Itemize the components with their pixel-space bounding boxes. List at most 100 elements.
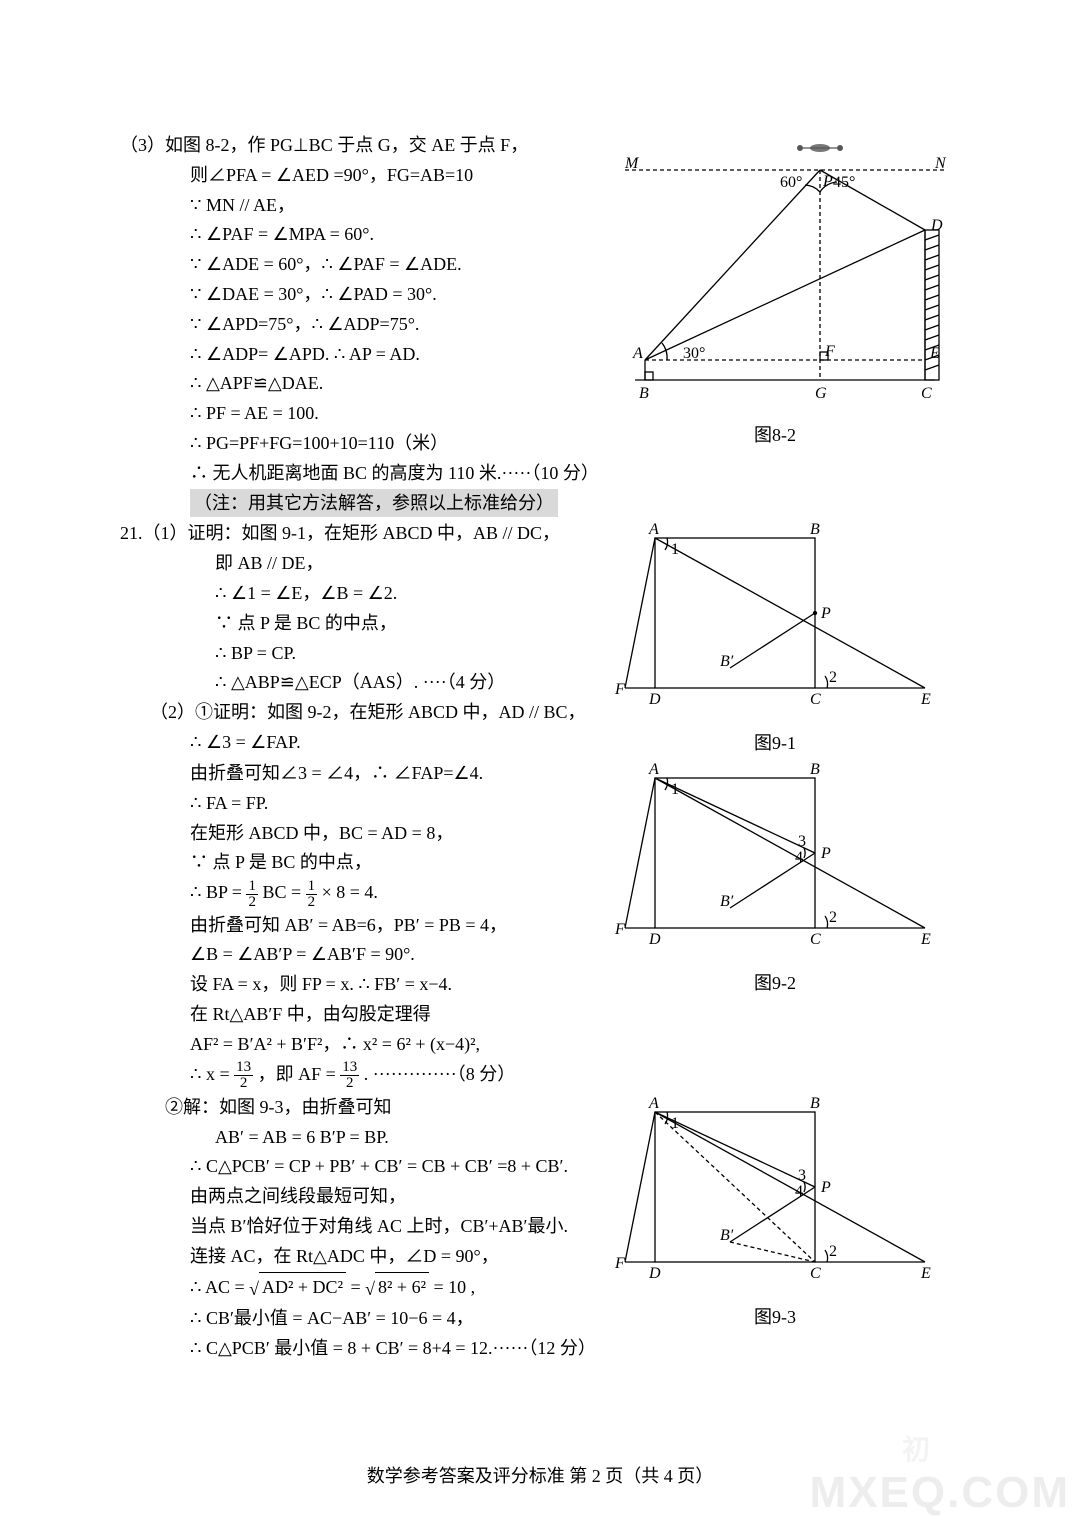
l: ∴ 无人机距离地面 BC 的高度为 110 米.·····（10 分） bbox=[120, 459, 590, 488]
fig-9-3: A B P F B′ D C E 1 3 4 2 bbox=[590, 1092, 960, 1332]
svg-text:1: 1 bbox=[671, 541, 679, 558]
l: ∵ ∠APD=75°，∴ ∠ADP=75°. bbox=[120, 310, 590, 339]
svg-text:2: 2 bbox=[829, 909, 837, 926]
l: ∵ 点 P 是 BC 的中点， bbox=[120, 609, 590, 638]
q21-1-row: 21.（1）证明：如图 9-1，在矩形 ABCD 中，AB // DC， 即 A… bbox=[120, 518, 960, 758]
svg-text:E: E bbox=[920, 931, 931, 948]
q21-2-text: 由折叠可知∠3 = ∠4，∴ ∠FAP=∠4. ∴ FA = FP. 在矩形 A… bbox=[120, 758, 590, 1092]
l: 由折叠可知 AB′ = AB=6，PB′ = PB = 4， bbox=[120, 911, 590, 940]
l: ∴ C△PCB′ 最小值 = 8 + CB′ = 8+4 = 12.······… bbox=[120, 1334, 590, 1363]
svg-text:C: C bbox=[921, 385, 932, 402]
svg-text:C: C bbox=[810, 691, 821, 708]
svg-text:D: D bbox=[648, 931, 661, 948]
svg-text:P: P bbox=[820, 845, 831, 862]
svg-text:2: 2 bbox=[829, 1243, 837, 1260]
labels: M N P 60° 45° D A 30° F E B G C bbox=[624, 155, 947, 402]
fig-8-2: M N P 60° 45° D A 30° F E B G C bbox=[590, 130, 960, 450]
svg-text:B′: B′ bbox=[720, 1227, 734, 1244]
drone-icon bbox=[797, 144, 843, 152]
svg-text:1: 1 bbox=[671, 1115, 679, 1132]
svg-text:C: C bbox=[810, 931, 821, 948]
q20-text: （3）如图 8-2，作 PG⊥BC 于点 G，交 AE 于点 F， 则∠PFA … bbox=[120, 130, 590, 518]
l: ∴ ∠PAF = ∠MPA = 60°. bbox=[120, 220, 590, 249]
label: 图9-2 bbox=[605, 969, 945, 998]
l: 当点 B′恰好位于对角线 AC 上时，CB′+AB′最小. bbox=[120, 1212, 590, 1241]
svg-text:D: D bbox=[648, 1265, 661, 1282]
l: ∴ BP = CP. bbox=[120, 639, 590, 668]
svg-text:3: 3 bbox=[798, 1167, 806, 1184]
q21-3-text: ②解：如图 9-3，由折叠可知 AB′ = AB = 6 B′P = BP. ∴… bbox=[120, 1092, 590, 1364]
svg-text:60°: 60° bbox=[780, 174, 802, 191]
l: ∴ ∠1 = ∠E，∠B = ∠2. bbox=[120, 579, 590, 608]
l: ∴ FA = FP. bbox=[120, 789, 590, 818]
l: ∴ BP = 12 BC = 12 × 8 = 4. bbox=[120, 878, 590, 909]
q21-3-row: ②解：如图 9-3，由折叠可知 AB′ = AB = 6 B′P = BP. ∴… bbox=[120, 1092, 960, 1364]
content: （3）如图 8-2，作 PG⊥BC 于点 G，交 AE 于点 F， 则∠PFA … bbox=[120, 130, 960, 1364]
h: （2）①证明：如图 9-2，在矩形 ABCD 中，AD // BC， bbox=[120, 698, 590, 727]
svg-text:E: E bbox=[920, 1265, 931, 1282]
svg-text:2: 2 bbox=[829, 669, 837, 686]
svg-text:F: F bbox=[824, 343, 835, 360]
l: 在矩形 ABCD 中，BC = AD = 8， bbox=[120, 819, 590, 848]
svg-text:B: B bbox=[810, 761, 820, 778]
svg-text:A: A bbox=[648, 761, 659, 778]
fig-9-1: A B P F B′ D C E 1 2 图9-1 bbox=[590, 518, 960, 758]
fig-9-3-svg: A B P F B′ D C E 1 3 4 2 bbox=[605, 1092, 945, 1292]
svg-text:D: D bbox=[930, 217, 943, 234]
l: 连接 AC，在 Rt△ADC 中，∠D = 90°， bbox=[120, 1242, 590, 1271]
l: ∴ CB′最小值 = AC−AB′ = 10−6 = 4， bbox=[120, 1304, 590, 1333]
note: （注：用其它方法解答，参照以上标准给分） bbox=[120, 489, 590, 518]
note-hl: （注：用其它方法解答，参照以上标准给分） bbox=[190, 489, 558, 518]
l: ∵ 点 P 是 BC 的中点， bbox=[120, 848, 590, 877]
svg-text:A: A bbox=[648, 1095, 659, 1112]
label: 图9-1 bbox=[605, 729, 945, 758]
l: AF² = B′A² + B′F²，∴ x² = 6² + (x−4)², bbox=[120, 1030, 590, 1059]
fig-8-2-label: 图8-2 bbox=[605, 421, 945, 450]
q21-2-row: 由折叠可知∠3 = ∠4，∴ ∠FAP=∠4. ∴ FA = FP. 在矩形 A… bbox=[120, 758, 960, 1092]
label: 图9-3 bbox=[605, 1303, 945, 1332]
svg-text:C: C bbox=[810, 1265, 821, 1282]
l: 在 Rt△AB′F 中，由勾股定理得 bbox=[120, 1000, 590, 1029]
l: ∴ C△PCB′ = CP + PB′ + CB′ = CB + CB′ =8 … bbox=[120, 1152, 590, 1181]
svg-text:E: E bbox=[920, 691, 931, 708]
svg-text:1: 1 bbox=[671, 781, 679, 798]
l: ∴ PF = AE = 100. bbox=[120, 399, 590, 428]
l: ∴ x = 132 ，即 AF = 132 . ··············（8… bbox=[120, 1060, 590, 1091]
svg-text:B: B bbox=[810, 1095, 820, 1112]
q20-intro: （3）如图 8-2，作 PG⊥BC 于点 G，交 AE 于点 F， bbox=[120, 131, 590, 160]
svg-text:M: M bbox=[624, 155, 640, 172]
q20-row: （3）如图 8-2，作 PG⊥BC 于点 G，交 AE 于点 F， 则∠PFA … bbox=[120, 130, 960, 518]
svg-text:B: B bbox=[639, 385, 649, 402]
svg-text:B′: B′ bbox=[720, 893, 734, 910]
l: ∴ △APF≌△DAE. bbox=[120, 369, 590, 398]
svg-text:P: P bbox=[820, 1179, 831, 1196]
l: 设 FA = x，则 FP = x. ∴ FB′ = x−4. bbox=[120, 970, 590, 999]
l: ∵ MN // AE， bbox=[120, 191, 590, 220]
fig-8-2-svg: M N P 60° 45° D A 30° F E B G C bbox=[605, 130, 945, 410]
svg-text:F: F bbox=[614, 681, 625, 698]
l: 即 AB // DE， bbox=[120, 549, 590, 578]
fig-9-2: A B P F B′ D C E 1 3 4 2 bbox=[590, 758, 960, 998]
svg-text:F: F bbox=[614, 1255, 625, 1272]
l: ∴ PG=PF+FG=100+10=110（米） bbox=[120, 429, 590, 458]
svg-text:3: 3 bbox=[798, 833, 806, 850]
svg-text:P: P bbox=[822, 173, 833, 190]
l: AB′ = AB = 6 B′P = BP. bbox=[120, 1123, 590, 1152]
svg-text:4: 4 bbox=[795, 849, 803, 866]
l: 由两点之间线段最短可知， bbox=[120, 1182, 590, 1211]
watermark-icon: 初 bbox=[902, 1428, 930, 1468]
page: （3）如图 8-2，作 PG⊥BC 于点 G，交 AE 于点 F， 则∠PFA … bbox=[0, 0, 1080, 1528]
svg-text:B: B bbox=[810, 521, 820, 538]
l: 由折叠可知∠3 = ∠4，∴ ∠FAP=∠4. bbox=[120, 759, 590, 788]
l: ∵ ∠ADE = 60°，∴ ∠PAF = ∠ADE. bbox=[120, 250, 590, 279]
l: ∴ △ABP≌△ECP（AAS）. ····（4 分） bbox=[120, 668, 590, 697]
svg-text:4: 4 bbox=[795, 1183, 803, 1200]
h: ②解：如图 9-3，由折叠可知 bbox=[120, 1093, 590, 1122]
svg-text:A: A bbox=[648, 521, 659, 538]
h: 21.（1）证明：如图 9-1，在矩形 ABCD 中，AB // DC， bbox=[120, 519, 590, 548]
svg-text:F: F bbox=[614, 921, 625, 938]
svg-text:45°: 45° bbox=[833, 174, 855, 191]
l: ∴ ∠ADP= ∠APD. ∴ AP = AD. bbox=[120, 340, 590, 369]
l: ∴ ∠3 = ∠FAP. bbox=[120, 728, 590, 757]
svg-text:E: E bbox=[929, 345, 940, 362]
